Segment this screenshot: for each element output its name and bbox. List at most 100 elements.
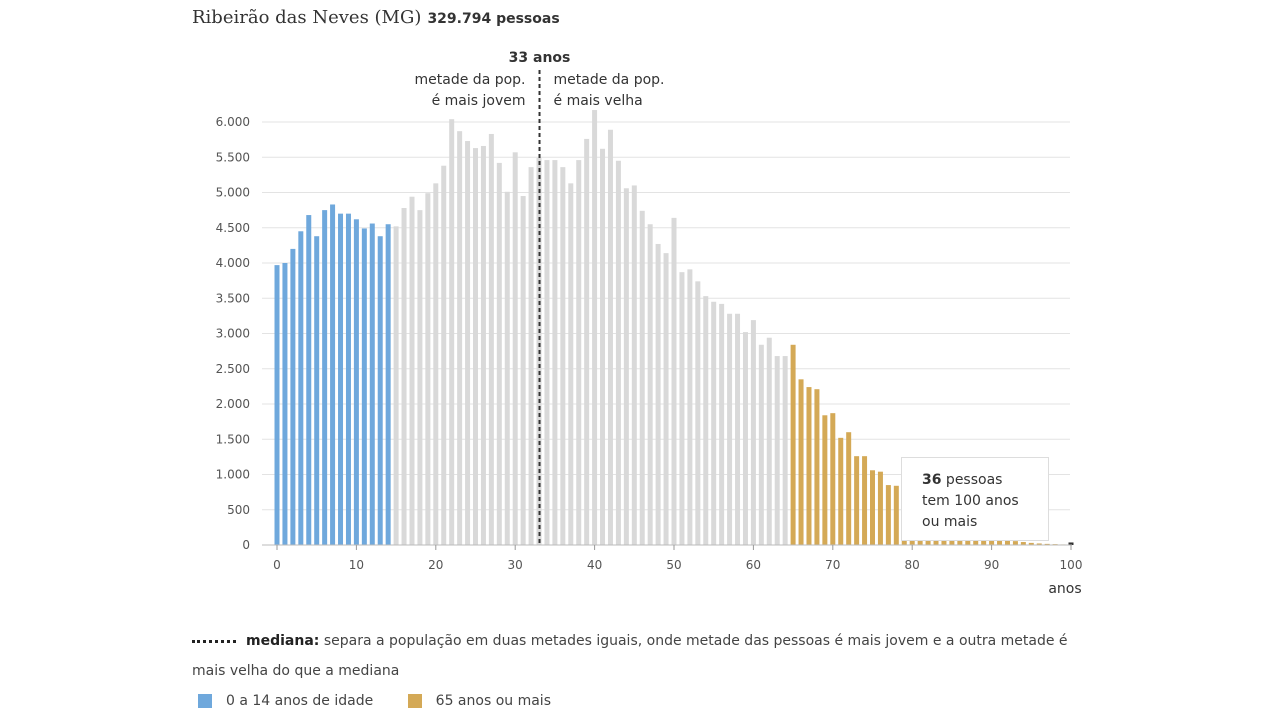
x-tick-label: 90: [984, 558, 999, 572]
bar-age-43: [615, 160, 621, 545]
bar-age-15: [393, 226, 399, 545]
bar-age-74: [862, 456, 868, 545]
x-tick-label: 0: [273, 558, 281, 572]
y-tick-label: 6.000: [216, 115, 250, 129]
median-label: 33 anos: [509, 50, 571, 66]
y-tick-label: 500: [227, 503, 250, 517]
bar-age-93: [1012, 541, 1018, 545]
bar-age-32: [528, 167, 534, 545]
bar-age-2: [290, 248, 296, 545]
bar-age-67: [806, 387, 812, 545]
y-tick-label: 3.000: [216, 327, 250, 341]
bar-age-61: [758, 344, 764, 545]
bar-age-56: [719, 303, 725, 545]
x-tick-label: 60: [746, 558, 761, 572]
bar-age-71: [838, 437, 844, 545]
bar-age-53: [695, 281, 701, 545]
bar-age-55: [711, 301, 717, 545]
bar-age-100: [1068, 542, 1074, 545]
bar-age-46: [639, 210, 645, 545]
y-tick-label: 1.000: [216, 468, 250, 482]
bar-age-23: [457, 131, 463, 546]
median-legend-bold: mediana:: [246, 633, 320, 649]
bar-age-30: [512, 152, 518, 545]
bar-age-52: [687, 269, 693, 545]
bar-age-17: [409, 196, 415, 546]
bar-age-96: [1036, 543, 1042, 545]
bar-age-24: [465, 141, 471, 545]
bar-age-16: [401, 208, 407, 545]
bar-age-5: [314, 236, 320, 545]
bar-age-68: [814, 389, 820, 545]
callout-text3: ou mais: [922, 514, 978, 530]
callout-text1: pessoas: [941, 472, 1003, 488]
bar-age-25: [473, 148, 478, 545]
bar-age-90: [989, 537, 995, 545]
bar-age-41: [600, 148, 606, 546]
swatch-blue-icon: [198, 694, 212, 708]
bar-age-92: [1004, 540, 1010, 545]
bar-age-3: [298, 231, 304, 545]
bar-age-19: [425, 193, 431, 545]
bar-age-21: [441, 165, 447, 545]
bar-age-97: [1044, 543, 1050, 545]
x-tick-label: 40: [587, 558, 602, 572]
population-chart: 05001.0001.5002.0002.5003.0003.5004.0004…: [216, 50, 1083, 597]
legend-label-old: 65 anos ou mais: [435, 693, 551, 709]
x-tick-label: 50: [666, 558, 681, 572]
bar-age-9: [345, 213, 351, 545]
bar-age-6: [322, 210, 328, 545]
median-right-text: é mais velha: [554, 93, 643, 109]
bar-age-40: [592, 110, 598, 545]
x-tick-label: 80: [905, 558, 920, 572]
bar-age-48: [655, 243, 661, 545]
legend: mediana: separa a população em duas meta…: [192, 626, 1072, 719]
median-right-text: metade da pop.: [554, 72, 665, 88]
x-tick-label: 100: [1060, 558, 1083, 572]
bar-age-65: [790, 344, 796, 545]
title-place: Ribeirão das Neves (MG): [192, 7, 422, 28]
chart-title: Ribeirão das Neves (MG) 329.794 pessoas: [192, 6, 560, 28]
bar-age-4: [306, 215, 312, 545]
callout-text2: tem 100 anos: [922, 493, 1019, 509]
bar-age-69: [822, 415, 828, 545]
bar-age-44: [623, 188, 629, 545]
bar-age-37: [568, 183, 574, 545]
y-tick-label: 4.000: [216, 256, 250, 270]
bar-age-49: [663, 253, 669, 545]
bar-age-11: [361, 228, 367, 545]
bar-age-1: [282, 263, 288, 545]
bar-age-50: [671, 217, 677, 545]
callout-number: 36: [922, 472, 942, 488]
bar-age-34: [544, 160, 550, 545]
y-tick-label: 5.500: [216, 150, 250, 164]
bar-age-7: [330, 204, 336, 546]
bar-age-51: [679, 272, 685, 545]
median-left-text: é mais jovem: [432, 93, 526, 109]
bar-age-27: [488, 133, 494, 546]
bar-age-62: [766, 337, 772, 545]
bar-age-10: [353, 219, 359, 546]
x-tick-label: 30: [508, 558, 523, 572]
bar-age-18: [417, 210, 423, 545]
title-population: 329.794 pessoas: [427, 11, 560, 27]
dashed-line-icon: [192, 639, 236, 643]
bar-age-64: [782, 356, 788, 545]
x-tick-label: 10: [349, 558, 364, 572]
y-tick-label: 4.500: [216, 221, 250, 235]
bar-age-77: [885, 485, 891, 545]
bar-age-75: [870, 470, 875, 545]
bar-age-94: [1020, 542, 1026, 545]
x-tick-label: 70: [825, 558, 840, 572]
bar-age-39: [584, 138, 590, 546]
y-tick-label: 2.000: [216, 397, 250, 411]
swatch-gold-icon: [407, 694, 422, 708]
bar-age-42: [607, 129, 613, 545]
bar-age-14: [385, 224, 391, 545]
bar-age-78: [893, 485, 899, 545]
bar-age-38: [576, 160, 582, 545]
y-tick-label: 3.500: [216, 291, 250, 305]
bar-age-54: [703, 296, 709, 545]
bar-age-59: [742, 332, 748, 545]
bar-age-0: [274, 265, 280, 545]
